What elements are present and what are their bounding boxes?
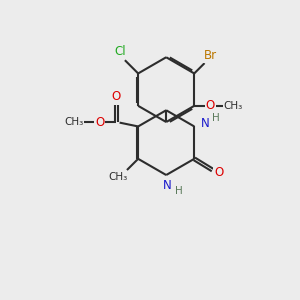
Text: O: O bbox=[214, 166, 224, 179]
Text: Cl: Cl bbox=[115, 45, 126, 58]
Text: N: N bbox=[201, 117, 210, 130]
Text: CH₃: CH₃ bbox=[64, 117, 84, 127]
Text: CH₃: CH₃ bbox=[109, 172, 128, 182]
Text: Br: Br bbox=[204, 49, 217, 62]
Text: O: O bbox=[95, 116, 104, 128]
Text: O: O bbox=[206, 99, 215, 112]
Text: N: N bbox=[163, 179, 172, 192]
Text: H: H bbox=[175, 186, 182, 196]
Text: H: H bbox=[212, 113, 220, 123]
Text: O: O bbox=[111, 90, 121, 103]
Text: CH₃: CH₃ bbox=[224, 101, 243, 111]
